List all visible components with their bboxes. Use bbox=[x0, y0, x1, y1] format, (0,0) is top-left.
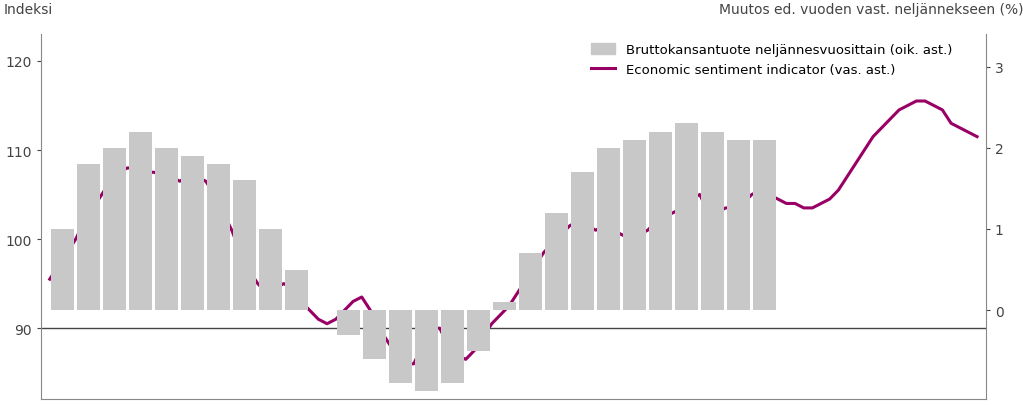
Bar bbox=[545, 213, 568, 310]
Bar bbox=[208, 165, 230, 310]
Text: Indeksi: Indeksi bbox=[3, 3, 52, 17]
Bar bbox=[103, 149, 126, 310]
Bar bbox=[597, 149, 620, 310]
Bar bbox=[233, 181, 256, 310]
Bar bbox=[78, 165, 100, 310]
Bar bbox=[493, 302, 516, 310]
Bar bbox=[338, 310, 360, 335]
Bar bbox=[650, 132, 672, 310]
Bar bbox=[442, 310, 464, 383]
Text: Muutos ed. vuoden vast. neljännekseen (%): Muutos ed. vuoden vast. neljännekseen (%… bbox=[719, 3, 1023, 17]
Bar bbox=[130, 132, 152, 310]
Bar bbox=[390, 310, 412, 383]
Legend: Bruttokansantuote neljännesvuosittain (oik. ast.), Economic sentiment indicator : Bruttokansantuote neljännesvuosittain (o… bbox=[586, 39, 958, 82]
Bar bbox=[702, 132, 724, 310]
Bar bbox=[260, 229, 282, 310]
Bar bbox=[363, 310, 386, 359]
Bar bbox=[468, 310, 490, 351]
Bar bbox=[520, 254, 542, 310]
Bar bbox=[181, 157, 204, 310]
Bar bbox=[754, 141, 776, 310]
Bar bbox=[572, 173, 594, 310]
Bar bbox=[727, 141, 750, 310]
Bar bbox=[623, 141, 646, 310]
Bar bbox=[51, 229, 74, 310]
Bar bbox=[155, 149, 178, 310]
Bar bbox=[285, 270, 308, 310]
Bar bbox=[415, 310, 438, 391]
Bar bbox=[675, 124, 698, 310]
